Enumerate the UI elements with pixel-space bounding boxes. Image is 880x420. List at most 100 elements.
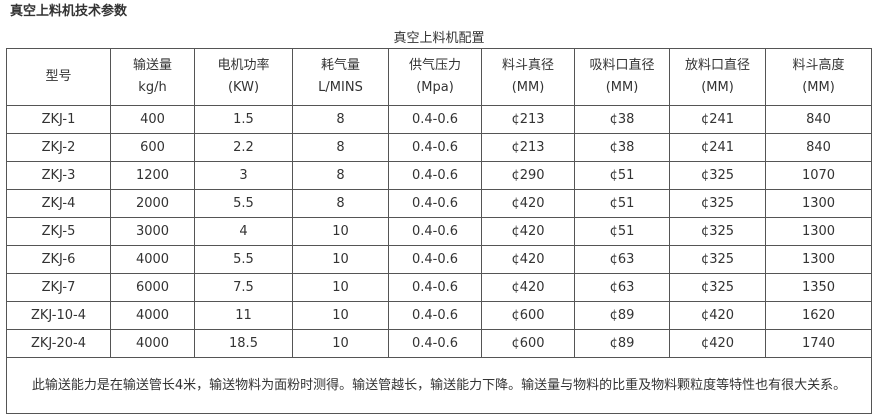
table-cell: ¢241	[669, 105, 766, 134]
table-cell: 400	[110, 105, 195, 134]
table-cell: ¢89	[574, 329, 670, 358]
table-caption: 真空上料机配置	[393, 30, 485, 46]
table-cell: 1300	[764, 245, 873, 274]
table-cell: ¢213	[481, 105, 575, 134]
table-cell: ¢63	[574, 273, 670, 302]
table-cell: 0.4-0.6	[388, 161, 482, 190]
column-header-line: 料斗高度	[792, 58, 845, 73]
column-header: 料斗真径 (MM)	[481, 48, 575, 106]
table-cell: 3000	[110, 217, 195, 246]
table-cell: 5.5	[194, 245, 293, 274]
table-cell: 10	[292, 273, 389, 302]
table-cell: ¢51	[574, 189, 670, 218]
table-cell: 11	[194, 301, 293, 330]
table-row: ZKJ-20-4 4000 18.5 10 0.4-0.6 ¢600 ¢89 ¢420 1740	[6, 329, 873, 358]
table-cell: 1740	[764, 329, 873, 358]
model-cell: ZKJ-2	[6, 133, 111, 162]
column-header: 耗气量 L/MINS	[292, 48, 389, 106]
table-cell: ¢420	[669, 301, 766, 330]
table-cell: ¢325	[669, 217, 766, 246]
table-cell: ¢600	[481, 329, 575, 358]
table-cell: ¢290	[481, 161, 575, 190]
table-row: ZKJ-10-4 4000 11 10 0.4-0.6 ¢600 ¢89 ¢420 1620	[6, 301, 873, 330]
table-cell: ¢420	[481, 217, 575, 246]
table-cell: ¢420	[669, 329, 766, 358]
model-cell: ZKJ-7	[6, 273, 111, 302]
table-cell: 0.4-0.6	[388, 105, 482, 134]
table-cell: 8	[292, 161, 389, 190]
page-heading: 真空上料机技术参数	[10, 4, 128, 19]
table-cell: 8	[292, 189, 389, 218]
table-cell: 1.5	[194, 105, 293, 134]
table-cell: 600	[110, 133, 195, 162]
table-row: ZKJ-5 3000 4 10 0.4-0.6 ¢420 ¢51 ¢325 1300	[6, 217, 873, 246]
table-cell: ¢325	[669, 245, 766, 274]
table-cell: ¢420	[481, 273, 575, 302]
table-cell: 0.4-0.6	[388, 217, 482, 246]
table-cell: 4000	[110, 245, 195, 274]
model-cell: ZKJ-10-4	[6, 301, 111, 330]
table-cell: 8	[292, 105, 389, 134]
column-header-line: 电机功率	[217, 58, 270, 73]
table-cell: 1300	[764, 189, 873, 218]
table-cell: ¢241	[669, 133, 766, 162]
table-cell: 4000	[110, 329, 195, 358]
table-cell: 4000	[110, 301, 195, 330]
model-cell: ZKJ-20-4	[6, 329, 111, 358]
table-note: 此输送能力是在输送管长4米，输送物料为面粉时测得。输送管越长，输送能力下降。输送…	[5, 357, 873, 414]
table-cell: 2.2	[194, 133, 293, 162]
table-cell: 10	[292, 245, 389, 274]
table-cell: ¢325	[669, 189, 766, 218]
table-cell: 0.4-0.6	[388, 133, 482, 162]
column-header: 吸料口直径 (MM)	[574, 48, 670, 106]
table-cell: ¢63	[574, 245, 670, 274]
table-cell: 840	[764, 105, 873, 134]
column-header-line: 供气压力	[408, 58, 461, 73]
table-cell: 0.4-0.6	[388, 245, 482, 274]
table-cell: 0.4-0.6	[388, 301, 482, 330]
table-cell: 3	[194, 161, 293, 190]
column-header-line: 输送量	[132, 58, 172, 73]
column-header: 放料口直径 (MM)	[669, 48, 766, 106]
table-cell: 4	[194, 217, 293, 246]
model-cell: ZKJ-6	[6, 245, 111, 274]
table-cell: 0.4-0.6	[388, 273, 482, 302]
model-cell: ZKJ-4	[6, 189, 111, 218]
table-cell: ¢51	[574, 161, 670, 190]
column-header-line: (MM)	[605, 80, 639, 95]
table-cell: ¢38	[574, 133, 670, 162]
table-cell: 0.4-0.6	[388, 329, 482, 358]
table-cell: 7.5	[194, 273, 293, 302]
table-cell: 1300	[764, 217, 873, 246]
column-header-line: (Mpa)	[416, 80, 454, 95]
column-header-line: 料斗真径	[501, 58, 554, 73]
table-cell: ¢89	[574, 301, 670, 330]
column-header: 电机功率 (KW)	[194, 48, 293, 106]
column-header: 型号	[6, 48, 111, 106]
table-cell: 1620	[764, 301, 873, 330]
table-cell: ¢420	[481, 189, 575, 218]
table-cell: 10	[292, 329, 389, 358]
column-header-line: (MM)	[511, 80, 545, 95]
table-row: ZKJ-3 1200 3 8 0.4-0.6 ¢290 ¢51 ¢325 1070	[6, 161, 873, 190]
column-header: 料斗高度 (MM)	[764, 48, 873, 106]
column-header-line: kg/h	[138, 80, 167, 95]
caption-row: 真空上料机配置	[7, 24, 872, 49]
table-row: ZKJ-4 2000 5.5 8 0.4-0.6 ¢420 ¢51 ¢325 1300	[6, 189, 873, 218]
table-cell: 5.5	[194, 189, 293, 218]
table-row: ZKJ-1 400 1.5 8 0.4-0.6 ¢213 ¢38 ¢241 840	[6, 105, 873, 134]
table-row: ZKJ-2 600 2.2 8 0.4-0.6 ¢213 ¢38 ¢241 840	[6, 133, 873, 162]
table-cell: 840	[764, 133, 873, 162]
table-cell: ¢325	[669, 161, 766, 190]
model-cell: ZKJ-3	[6, 161, 111, 190]
model-cell: ZKJ-5	[6, 217, 111, 246]
column-header-line: (KW)	[227, 80, 260, 95]
table-cell: ¢51	[574, 217, 670, 246]
spec-table: 真空上料机配置 型号 输送量 kg/h 电机功率 (KW) 耗气量 L/MINS 供气压力 (M…	[5, 24, 873, 414]
table-cell: 2000	[110, 189, 195, 218]
table-cell: ¢600	[481, 301, 575, 330]
column-header-line: 放料口直径	[684, 58, 750, 73]
model-cell: ZKJ-1	[6, 105, 111, 134]
column-header: 供气压力 (Mpa)	[388, 48, 482, 106]
table-cell: 10	[292, 301, 389, 330]
